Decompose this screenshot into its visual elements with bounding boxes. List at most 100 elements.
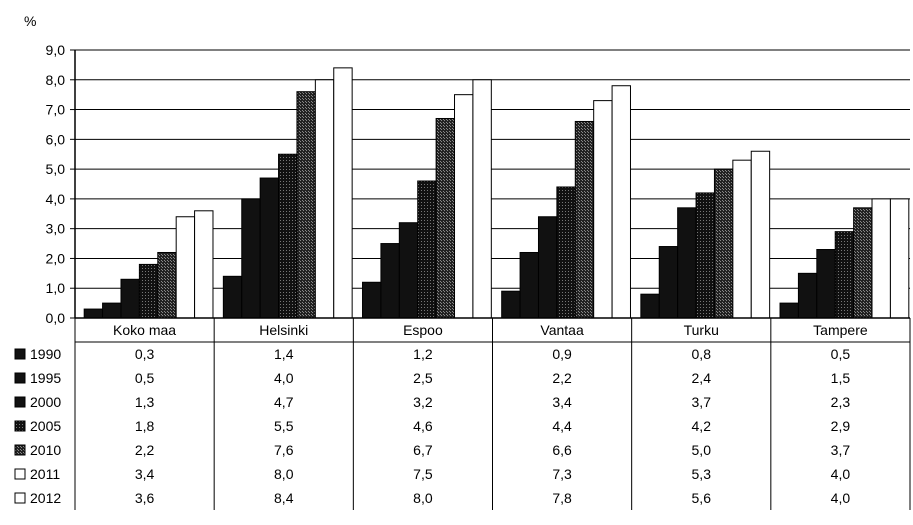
data-cell: 2,2 (135, 442, 155, 458)
data-cell: 5,5 (274, 418, 294, 434)
y-tick-label: 1,0 (46, 280, 66, 296)
bar (333, 67, 353, 319)
data-cell: 3,4 (552, 394, 572, 410)
bar (816, 249, 836, 319)
data-cell: 6,6 (552, 442, 572, 458)
bar (83, 308, 104, 319)
data-cell: 7,8 (552, 490, 572, 506)
legend-swatch (14, 372, 26, 384)
data-cell: 4,0 (831, 490, 851, 506)
category-label: Tampere (813, 322, 868, 338)
legend-swatch (14, 444, 26, 456)
data-cell: 7,5 (413, 466, 433, 482)
bar (611, 85, 631, 319)
category-label: Vantaa (540, 322, 584, 338)
bar (834, 231, 855, 319)
legend-swatch (14, 492, 26, 504)
data-cell: 2,5 (413, 370, 433, 386)
axes: 0,0 1,0 2,0 3,0 4,0 5,0 6,0 7,0 8,0 9,0 (46, 42, 76, 326)
data-cell: 0,5 (135, 370, 155, 386)
bar (398, 222, 419, 319)
y-tick-label: 9,0 (46, 42, 66, 58)
data-cell: 2,3 (831, 394, 851, 410)
bar (241, 198, 261, 319)
legend-swatch (14, 420, 26, 432)
data-cell: 2,4 (692, 370, 712, 386)
data-cell: 4,4 (552, 418, 572, 434)
data-cell: 0,8 (692, 346, 712, 362)
y-tick-label: 8,0 (46, 72, 66, 88)
bar (296, 91, 316, 319)
bar (380, 243, 400, 319)
data-cell: 0,9 (552, 346, 572, 362)
bar (640, 293, 660, 319)
bar (259, 177, 280, 319)
data-cell: 5,6 (692, 490, 712, 506)
bar (889, 198, 910, 319)
legend-label: 2005 (30, 418, 61, 434)
bar (175, 216, 196, 319)
bar (537, 216, 558, 319)
bar (435, 117, 456, 319)
y-tick-label: 5,0 (46, 161, 66, 177)
bar (194, 210, 214, 319)
data-cell: 3,7 (831, 442, 851, 458)
data-cell: 2,9 (831, 418, 851, 434)
legend-swatch (14, 468, 26, 480)
data-cell: 5,0 (692, 442, 712, 458)
legend-label: 2011 (30, 466, 60, 482)
bar (593, 100, 613, 319)
bar (138, 263, 159, 319)
y-tick-label: 4,0 (46, 191, 66, 207)
data-cell: 1,2 (413, 346, 433, 362)
data-cell: 7,3 (552, 466, 572, 482)
data-cell: 3,7 (692, 394, 712, 410)
data-cell: 4,0 (831, 466, 851, 482)
legend-label: 2012 (30, 490, 61, 506)
bar (750, 150, 771, 319)
legend-label: 1990 (30, 346, 61, 362)
bar (362, 281, 382, 319)
data-table: Koko maa Helsinki Espoo Vantaa Turku Tampere 1… (14, 317, 911, 510)
bar (519, 251, 539, 319)
y-tick-label: 2,0 (46, 250, 66, 266)
data-cell: 4,0 (274, 370, 294, 386)
bar (677, 207, 697, 319)
bar (222, 275, 243, 319)
data-cell: 3,6 (135, 490, 155, 506)
legend-swatch (14, 396, 26, 408)
legend-label: 1995 (30, 370, 61, 386)
data-cell: 4,6 (413, 418, 433, 434)
bar (658, 246, 679, 319)
data-cell: 1,5 (831, 370, 851, 386)
y-tick-label: 7,0 (46, 102, 66, 118)
data-cell: 3,4 (135, 466, 155, 482)
bar (853, 207, 873, 319)
data-cell: 7,6 (274, 442, 294, 458)
bar (732, 159, 752, 319)
bar (102, 302, 122, 319)
data-cell: 2,2 (552, 370, 572, 386)
legend-label: 2010 (30, 442, 61, 458)
bar (157, 251, 177, 319)
data-cell: 1,8 (135, 418, 155, 434)
category-label: Turku (684, 322, 719, 338)
data-cell: 8,0 (274, 466, 294, 482)
gridlines (75, 49, 910, 289)
y-tick-label: 0,0 (46, 310, 66, 326)
bar (501, 290, 521, 319)
bar (472, 79, 492, 319)
bar (695, 192, 715, 319)
data-cell: 4,7 (274, 394, 294, 410)
data-cell: 3,2 (413, 394, 433, 410)
bar (278, 153, 298, 319)
data-cell: 4,2 (692, 418, 712, 434)
bar (713, 168, 734, 319)
data-cell: 1,4 (274, 346, 294, 362)
bar (120, 278, 140, 319)
bar (797, 272, 818, 319)
bar (574, 120, 595, 319)
data-cell: 8,4 (274, 490, 294, 506)
category-label: Helsinki (259, 322, 308, 338)
